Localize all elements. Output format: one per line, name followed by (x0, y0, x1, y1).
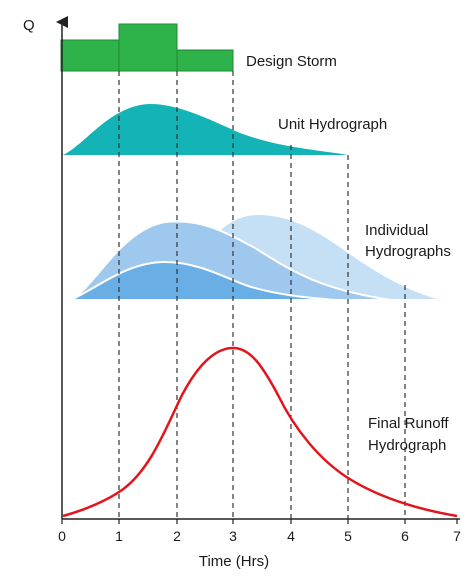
design-storm-label: Design Storm (246, 53, 337, 70)
x-tick-label-1: 1 (115, 528, 123, 544)
individual-hydrographs-label-line1: Individual (365, 222, 428, 239)
storm-block-1 (60, 39, 120, 72)
individual-hydrographs (69, 212, 447, 301)
x-tick-label-7: 7 (453, 528, 461, 544)
x-tick-label-3: 3 (229, 528, 237, 544)
storm-block-2 (118, 23, 178, 72)
time-guide-lines (118, 71, 406, 519)
final-runoff-label-line2: Hydrograph (368, 437, 446, 454)
x-ticks (61, 519, 458, 524)
x-tick-label-2: 2 (173, 528, 181, 544)
storm-block-3 (176, 49, 234, 72)
unit-hydrograph-shape (63, 104, 348, 155)
unit-hydrograph-label: Unit Hydrograph (278, 116, 387, 133)
final-runoff-curve (62, 346, 458, 518)
y-axis-label: Q (23, 17, 35, 34)
x-tick-labels: 0 1 2 3 4 5 6 7 (58, 528, 461, 544)
x-tick-label-4: 4 (287, 528, 295, 544)
x-tick-label-6: 6 (401, 528, 409, 544)
design-storm-blocks (60, 23, 234, 72)
final-runoff-label-line1: Final Runoff (368, 415, 449, 432)
x-axis-label: Time (Hrs) (199, 553, 269, 570)
individual-hydrographs-label-line2: Hydrographs (365, 243, 451, 260)
x-tick-label-0: 0 (58, 528, 66, 544)
individual-hydrograph-1 (69, 260, 337, 301)
x-tick-label-5: 5 (344, 528, 352, 544)
